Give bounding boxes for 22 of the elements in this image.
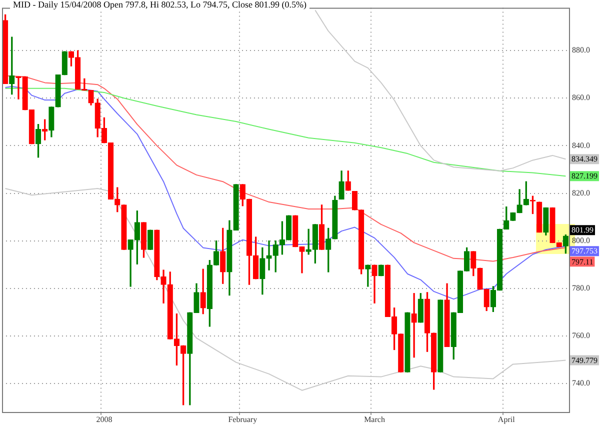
y-tick-label: 800.0 bbox=[572, 236, 590, 245]
y-tick-label: 860.0 bbox=[572, 93, 590, 102]
data-label: 797.753 bbox=[572, 246, 598, 256]
y-tick-label: 820.0 bbox=[572, 188, 590, 198]
x-tick-label: February bbox=[228, 414, 258, 424]
y-tick-label: 880.0 bbox=[572, 46, 590, 55]
x-tick-label: March bbox=[364, 414, 385, 424]
chart-title: MID - Daily 15/04/2008 Open 797.8, Hi 802.53, Lo 794.75, Close 801.99 (0.5%) bbox=[13, 0, 306, 10]
data-label: 827.199 bbox=[572, 172, 598, 181]
candlestick bbox=[266, 240, 272, 270]
data-label: 749.779 bbox=[572, 356, 598, 365]
y-tick-label: 740.0 bbox=[572, 378, 590, 388]
candlestick bbox=[411, 293, 417, 358]
data-label: 834.349 bbox=[572, 154, 598, 164]
x-tick-label: 2008 bbox=[96, 414, 112, 424]
y-tick-label: 780.0 bbox=[572, 283, 590, 292]
x-tick-label: April bbox=[498, 414, 516, 424]
y-tick-label: 760.0 bbox=[572, 331, 590, 340]
data-label: 797.11 bbox=[572, 257, 594, 266]
text: 801.99 bbox=[572, 226, 594, 235]
candlestick bbox=[306, 228, 312, 255]
y-tick-label: 840.0 bbox=[572, 140, 590, 150]
